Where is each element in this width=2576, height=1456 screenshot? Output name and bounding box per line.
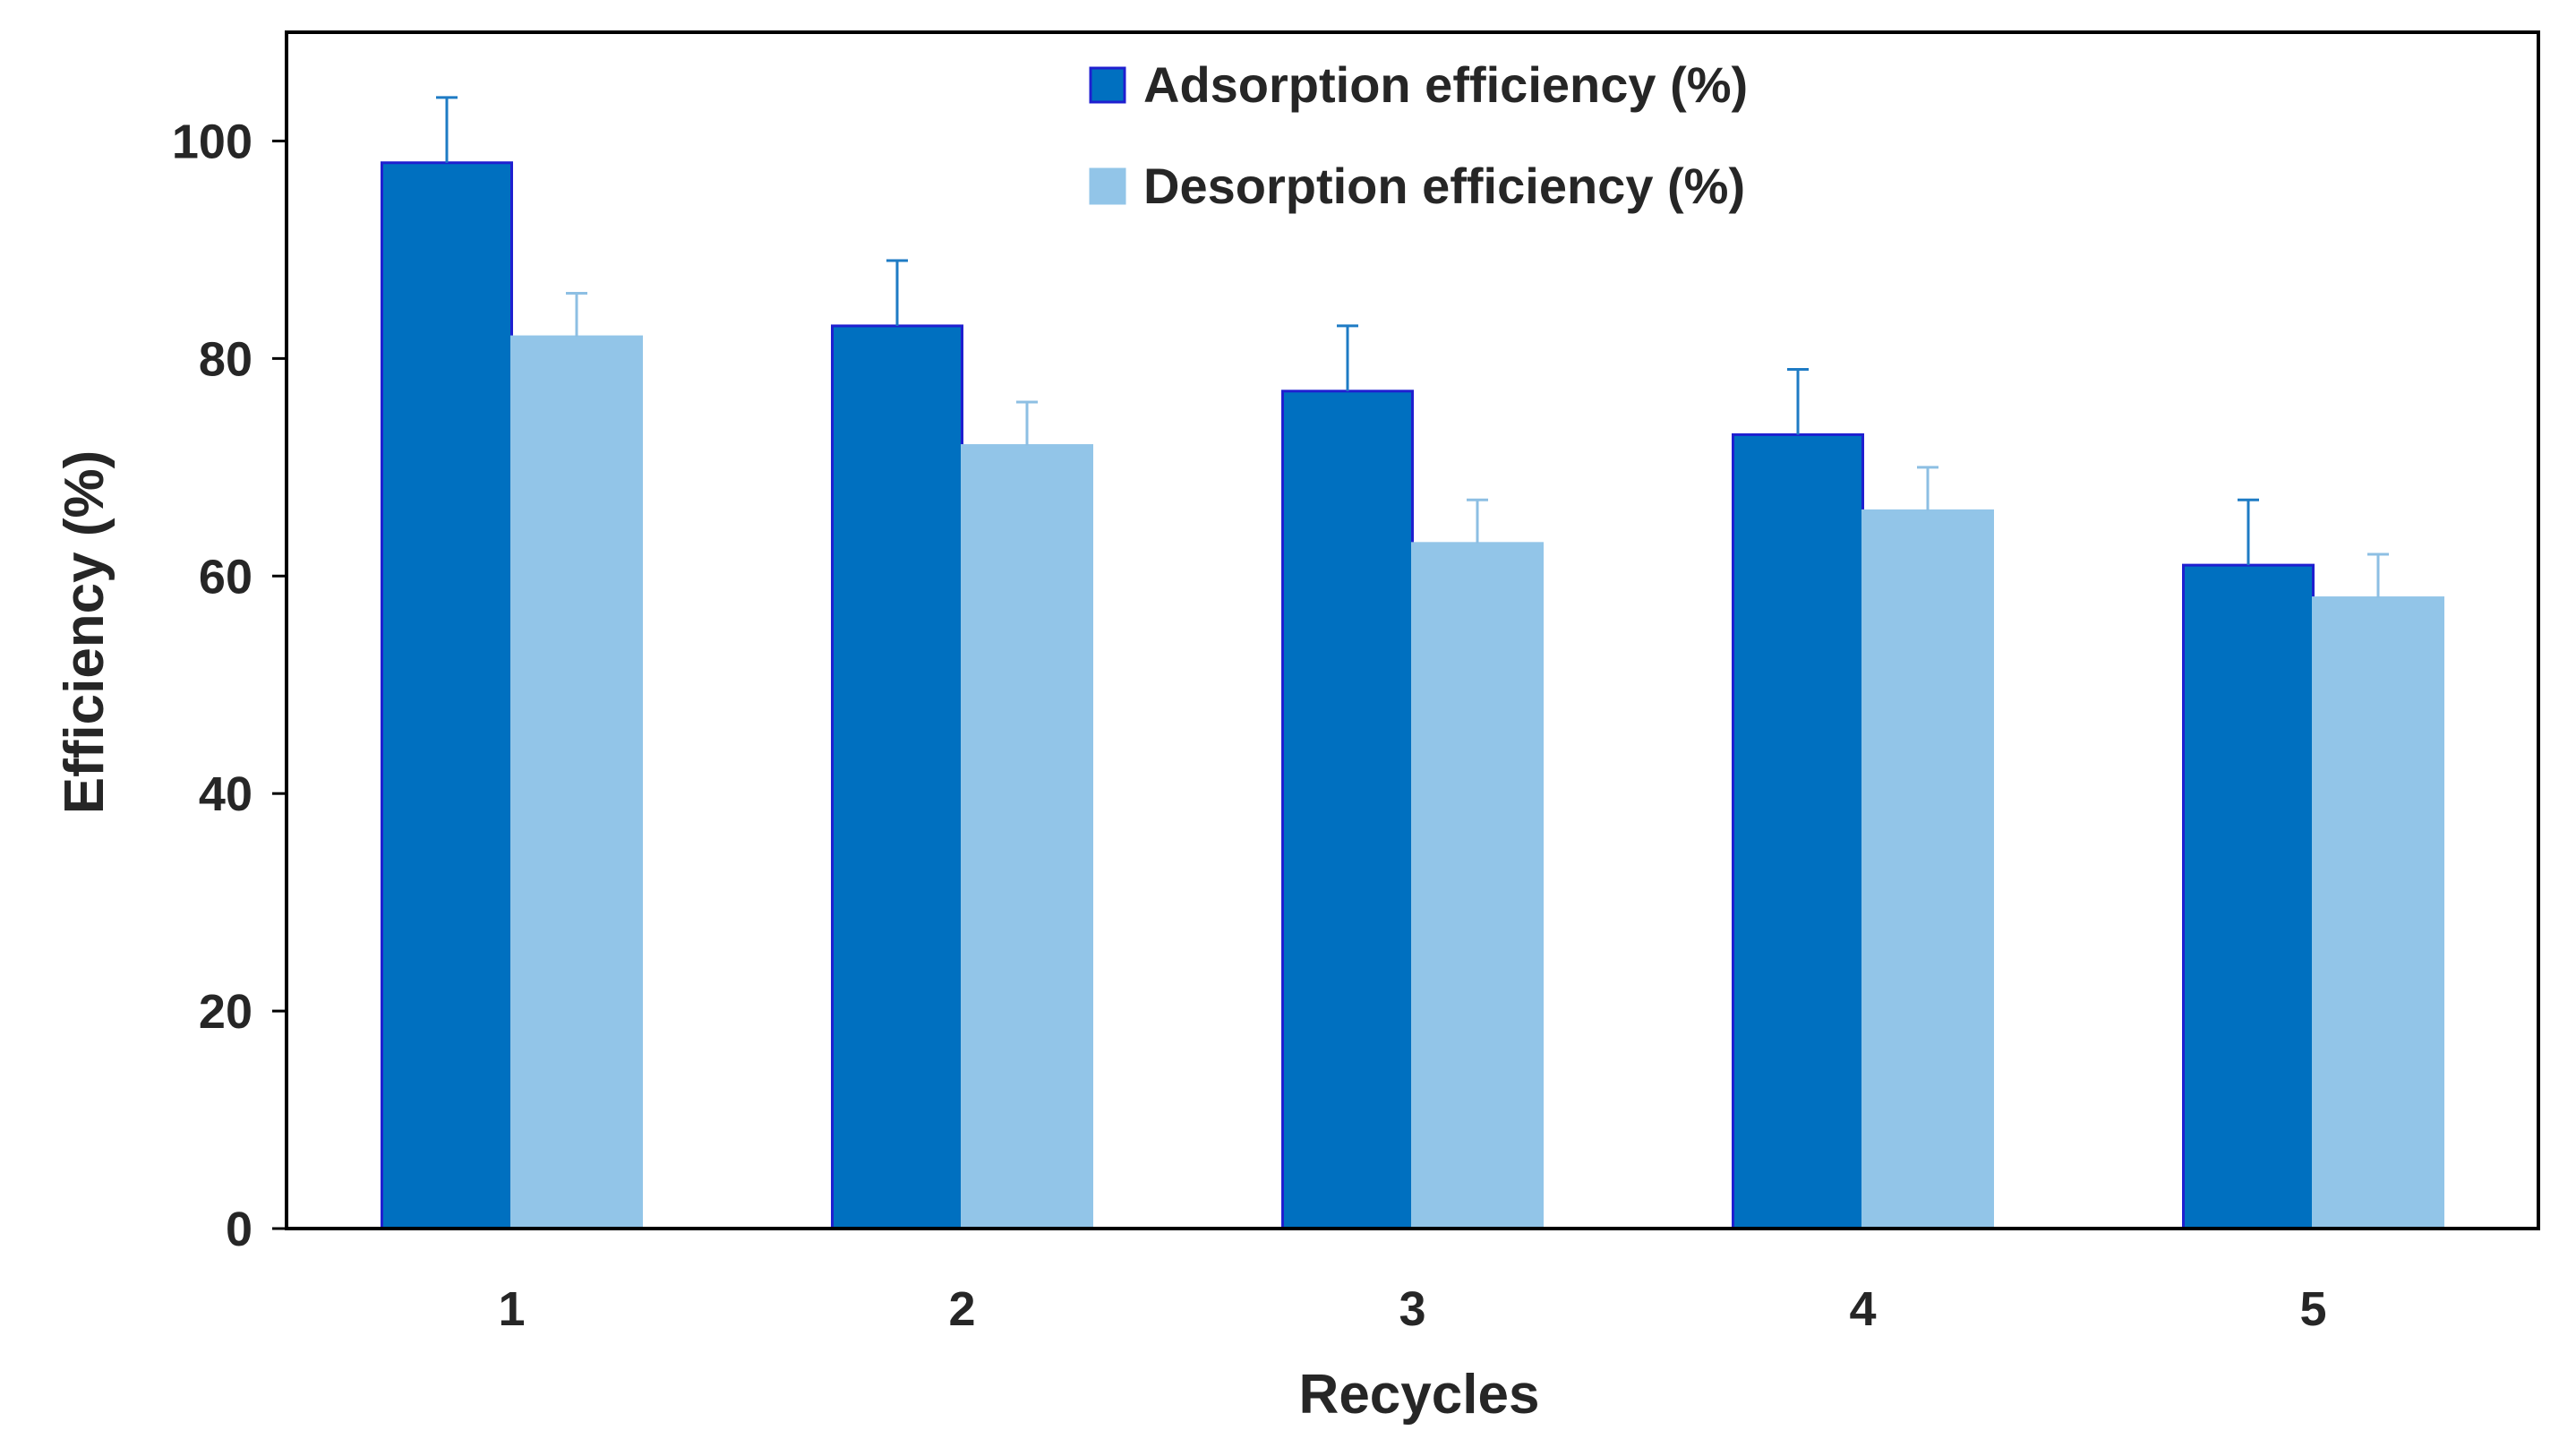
x-tick-label: 5 — [2299, 1282, 2326, 1336]
plot-frame — [285, 30, 2540, 1230]
legend-label-desorption: Desorption efficiency (%) — [1143, 158, 1745, 214]
legend-label-adsorption: Adsorption efficiency (%) — [1143, 56, 1748, 113]
x-tick-label: 4 — [1849, 1282, 1876, 1336]
ticks-layer: 0 20 40 60 80 100 1 2 3 4 5 — [172, 115, 2327, 1336]
error-bars-layer — [436, 96, 2389, 598]
x-axis-title: Recycles — [1299, 1364, 1540, 1426]
legend-swatch-adsorption — [1089, 66, 1126, 104]
bar-desorption — [2312, 596, 2444, 1230]
y-axis-title: Efficiency (%) — [54, 450, 116, 815]
y-tick-label: 40 — [199, 767, 252, 821]
y-tick-label: 100 — [172, 115, 252, 168]
legend: Adsorption efficiency (%) Desorption eff… — [1089, 56, 1748, 214]
legend-swatch-desorption — [1089, 167, 1126, 205]
bar-desorption — [961, 444, 1093, 1230]
bar-adsorption — [381, 161, 513, 1230]
bar-adsorption — [1732, 433, 1864, 1230]
y-tick-label: 60 — [199, 550, 252, 604]
bar-desorption — [1411, 542, 1544, 1230]
bar-adsorption — [2182, 563, 2315, 1230]
bar-desorption — [1861, 509, 1994, 1230]
y-tick-label: 0 — [226, 1203, 252, 1256]
bar-desorption — [510, 335, 643, 1230]
x-tick-label: 3 — [1399, 1282, 1425, 1336]
y-tick-label: 80 — [199, 332, 252, 386]
x-tick-label: 1 — [498, 1282, 525, 1336]
x-tick-label: 2 — [948, 1282, 975, 1336]
bars-layer — [381, 161, 2444, 1230]
axes-layer — [285, 30, 2540, 1230]
bar-adsorption — [831, 324, 963, 1230]
bar-adsorption — [1281, 390, 1414, 1230]
y-tick-label: 20 — [199, 985, 252, 1039]
